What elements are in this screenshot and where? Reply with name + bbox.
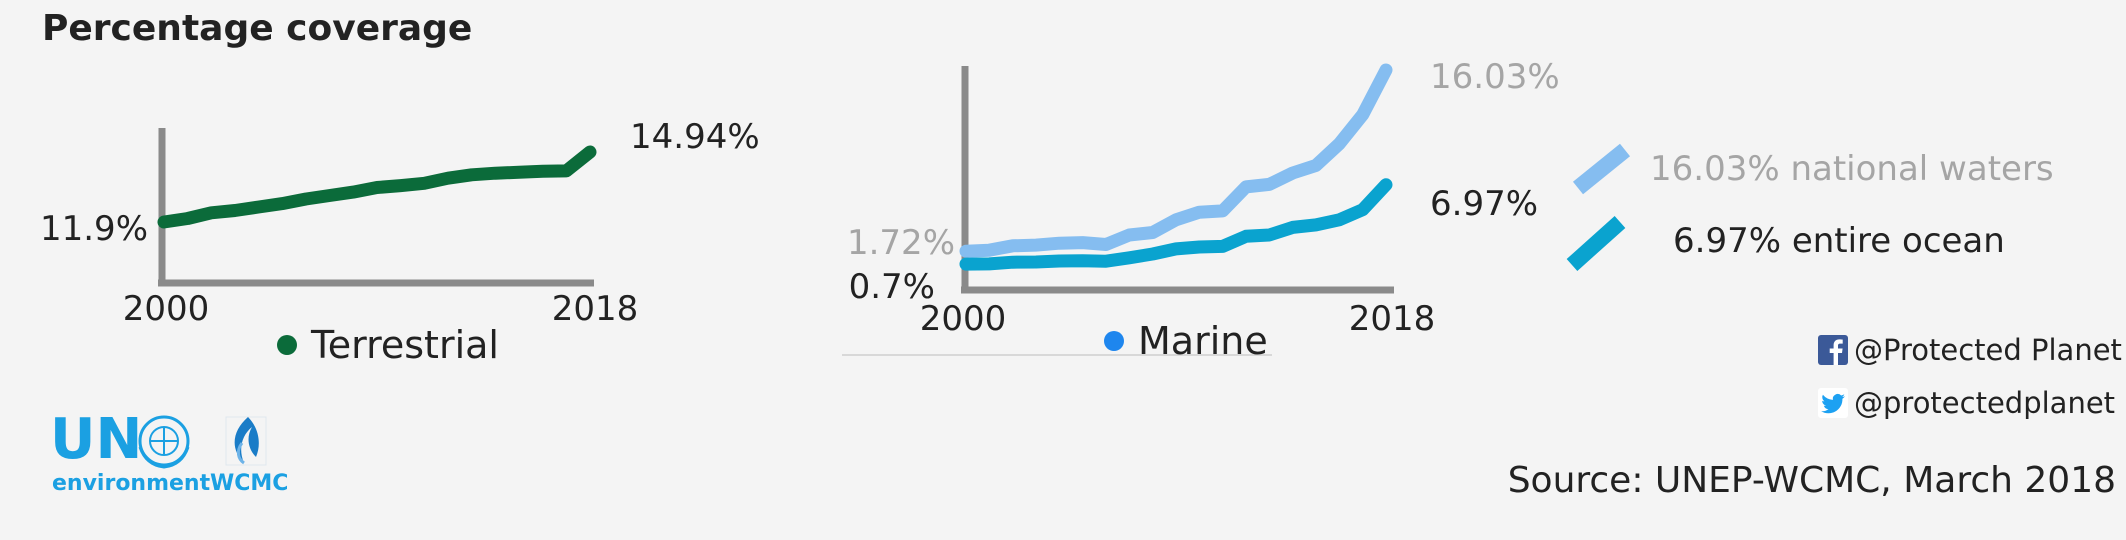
- un-logo-text: UN: [50, 407, 142, 472]
- un-emblem-icon: [138, 415, 190, 469]
- terrestrial-xtick-end: 2018: [552, 289, 639, 329]
- terrestrial-legend-label: Terrestrial: [311, 323, 499, 367]
- facebook-handle[interactable]: @Protected Planet: [1818, 333, 2122, 367]
- terrestrial-series-line: [157, 145, 597, 229]
- facebook-icon: [1818, 335, 1848, 365]
- terrestrial-start-label: 11.9%: [40, 209, 148, 249]
- marine-legend-label: Marine: [1138, 319, 1268, 363]
- marine-xtick-end: 2018: [1349, 299, 1436, 339]
- terrestrial-legend: Terrestrial: [277, 323, 499, 367]
- marine-start-label-national: 1.72%: [847, 223, 955, 263]
- wcmc-logo: WCMC: [210, 416, 288, 496]
- marine-legend: Marine: [1104, 319, 1268, 363]
- legend-swatch-entire-ocean: [1566, 216, 1626, 271]
- marine-national-waters-line: [959, 63, 1393, 258]
- marine-legend-dot: [1104, 330, 1124, 351]
- legend-label-entire-ocean: 6.97% entire ocean: [1673, 221, 2005, 261]
- page-title: Percentage coverage: [42, 8, 473, 49]
- wcmc-emblem-icon: [225, 416, 267, 466]
- twitter-icon: [1818, 388, 1848, 418]
- legend-swatch-national-waters: [1572, 143, 1631, 195]
- wcmc-logo-text: WCMC: [210, 471, 288, 496]
- marine-end-label-ocean: 6.97%: [1430, 184, 1538, 224]
- environment-logo-text: environment: [52, 471, 211, 496]
- marine-series-legend: 16.03% national waters 6.97% entire ocea…: [1566, 143, 2054, 271]
- terrestrial-end-label: 14.94%: [630, 117, 760, 157]
- marine-chart: 1.72% 0.7% 16.03% 6.97% 2000 2018: [842, 57, 1560, 356]
- source-note: Source: UNEP-WCMC, March 2018: [1507, 460, 2116, 501]
- twitter-handle[interactable]: @protectedplanet: [1818, 386, 2115, 420]
- terrestrial-legend-dot: [277, 334, 297, 355]
- marine-start-label-ocean: 0.7%: [849, 267, 935, 307]
- legend-label-national-waters: 16.03% national waters: [1650, 149, 2054, 189]
- marine-end-label-national: 16.03%: [1430, 57, 1560, 97]
- terrestrial-chart: 11.9% 14.94% 2000 2018: [40, 117, 760, 329]
- facebook-handle-text: @Protected Planet: [1854, 333, 2122, 367]
- terrestrial-xtick-start: 2000: [123, 289, 210, 329]
- marine-xtick-start: 2000: [920, 299, 1007, 339]
- twitter-handle-text: @protectedplanet: [1854, 386, 2116, 420]
- marine-entire-ocean-line: [959, 178, 1393, 271]
- un-environment-logo: UN environment: [50, 407, 211, 496]
